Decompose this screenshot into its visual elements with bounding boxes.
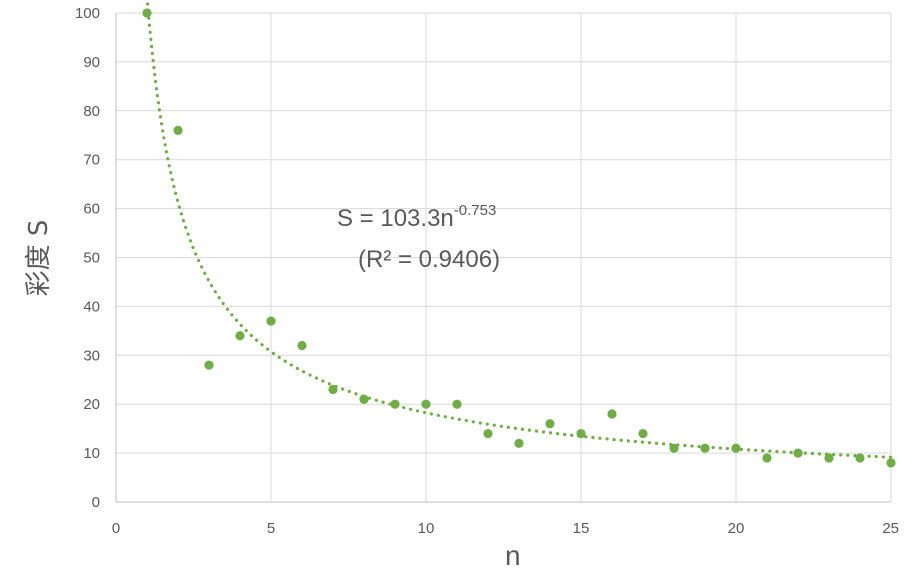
r-squared-label: (R² = 0.9406) (358, 246, 500, 273)
x-tick-label: 25 (882, 520, 899, 537)
data-point (793, 448, 803, 458)
data-point (266, 316, 276, 326)
trendline (145, 0, 893, 459)
trendline-path (145, 0, 893, 459)
y-tick-label: 80 (83, 103, 100, 120)
grid (116, 12, 892, 502)
equation-label: S = 103.3n-0.753 (337, 202, 496, 232)
data-point (359, 394, 369, 404)
data-point (886, 458, 896, 468)
data-point (669, 443, 679, 453)
data-point (235, 331, 245, 341)
data-point (700, 443, 710, 453)
data-point (607, 409, 617, 419)
y-tick-label: 90 (83, 54, 100, 71)
y-tick-label: 100 (75, 5, 100, 22)
y-tick-label: 0 (92, 494, 100, 511)
data-point (173, 125, 183, 135)
data-point (762, 453, 772, 463)
y-tick-label: 20 (83, 396, 100, 413)
x-axis-label: n (505, 540, 521, 571)
tick-labels: 0 10 20 30 40 50 60 70 80 90 100 0 5 10 15 20 25 (75, 5, 899, 537)
data-points (142, 8, 896, 468)
data-point (297, 340, 307, 351)
data-point (545, 419, 555, 429)
y-tick-label: 30 (83, 347, 100, 364)
y-tick-label: 60 (83, 201, 100, 218)
data-point (576, 428, 586, 439)
data-point (142, 8, 152, 18)
data-point (328, 384, 338, 395)
data-point (514, 438, 524, 448)
data-point (483, 428, 493, 439)
axes (115, 13, 891, 503)
x-tick-label: 20 (728, 520, 745, 537)
y-tick-label: 10 (83, 445, 100, 462)
data-point (855, 453, 865, 463)
data-point (421, 399, 431, 409)
data-point (824, 453, 834, 463)
x-tick-label: 0 (112, 520, 120, 537)
data-point (638, 428, 648, 439)
equation-main: S = 103.3n (337, 205, 454, 232)
y-axis-label: 彩度 S (24, 220, 54, 297)
data-point (390, 399, 400, 409)
data-point (452, 399, 462, 409)
y-tick-label: 50 (83, 250, 100, 267)
x-tick-label: 10 (418, 520, 435, 537)
data-point (204, 360, 214, 370)
y-tick-label: 70 (83, 152, 100, 169)
equation-exponent: -0.753 (454, 202, 497, 219)
x-tick-label: 15 (573, 520, 590, 537)
y-tick-label: 40 (83, 298, 100, 315)
x-tick-label: 5 (267, 520, 275, 537)
data-point (731, 443, 741, 453)
